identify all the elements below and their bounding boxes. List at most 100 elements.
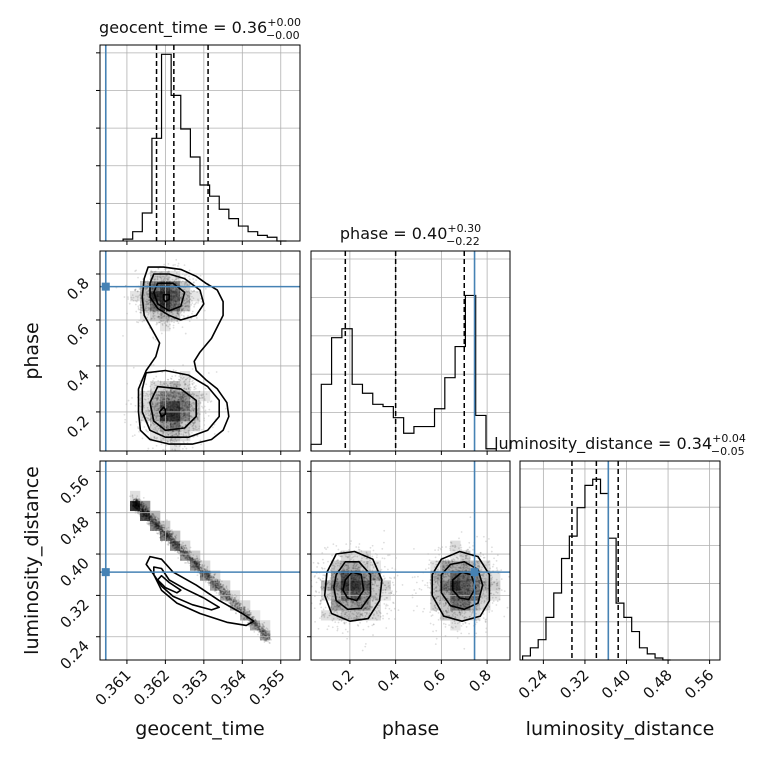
pair-geocent_time-luminosity_distance-sample-point (172, 538, 175, 541)
pair-geocent_time-phase-sample-point (177, 418, 180, 421)
pair-geocent_time-phase-sample-point (191, 312, 193, 315)
pair-geocent_time-phase-sample-point (147, 284, 149, 287)
pair-geocent_time-phase-sample-point (188, 426, 191, 429)
pair-geocent_time-luminosity_distance-sample-point (154, 521, 156, 524)
pair-geocent_time-luminosity_distance-sample-point (198, 567, 200, 570)
pair-geocent_time-phase-sample-point (182, 381, 185, 383)
pair-geocent_time-luminosity_distance-sample-point (152, 524, 154, 527)
pair-geocent_time-phase-sample-point (156, 293, 159, 296)
pair-geocent_time-luminosity_distance-sample-point (151, 520, 154, 522)
pair-geocent_time-luminosity_distance-sample-point (157, 524, 160, 527)
pair-geocent_time-luminosity_distance-sample-point (191, 561, 194, 564)
pair-geocent_time-luminosity_distance-sample-point (243, 610, 246, 613)
pair-geocent_time-phase-sample-point (177, 284, 180, 287)
pair-geocent_time-phase-sample-point (168, 405, 171, 408)
pair-geocent_time-luminosity_distance-sample-point (248, 619, 250, 622)
pair-geocent_time-phase-sample-point (192, 393, 195, 396)
pair-geocent_time-phase-sample-point (166, 440, 169, 443)
pair-geocent_time-luminosity_distance-sample-point (166, 535, 169, 538)
pair-geocent_time-phase-sample-point (161, 401, 164, 404)
pair-geocent_time-phase-sample-point (149, 303, 152, 306)
pair-geocent_time-phase-sample-point (169, 389, 172, 392)
pair-geocent_time-phase-sample-point (167, 277, 170, 280)
pair-geocent_time-phase-sample-point (159, 288, 162, 291)
pair-geocent_time-luminosity_distance-sample-point (158, 521, 161, 524)
pair-geocent_time-phase-sample-point (177, 400, 180, 403)
pair-geocent_time-luminosity_distance-sample-point (141, 506, 143, 508)
pair-geocent_time-luminosity_distance-sample-point (244, 606, 246, 608)
pair-geocent_time-luminosity_distance-sample-point (210, 576, 213, 579)
pair-geocent_time-luminosity_distance-sample-point (169, 533, 172, 536)
pair-geocent_time-luminosity_distance-sample-point (199, 566, 202, 569)
pair-geocent_time-phase-sample-point (167, 397, 170, 400)
pair-geocent_time-luminosity_distance-sample-point (217, 579, 220, 582)
pair-geocent_time-luminosity_distance-sample-point (155, 523, 157, 526)
pair-geocent_time-phase-sample-point (148, 414, 151, 417)
pair-geocent_time-phase-sample-point (170, 394, 173, 397)
pair-geocent_time-luminosity_distance-sample-point (196, 563, 198, 565)
pair-geocent_time-luminosity_distance-sample-point (218, 589, 221, 592)
pair-geocent_time-luminosity_distance-sample-point (141, 510, 143, 512)
pair-geocent_time-luminosity_distance-sample-point (194, 563, 196, 565)
pair-geocent_time-luminosity_distance-density-cell (180, 550, 191, 561)
pair-geocent_time-luminosity_distance-sample-point (138, 502, 141, 504)
pair-geocent_time-luminosity_distance-sample-point (262, 630, 264, 633)
pair-geocent_time-luminosity_distance-sample-point (144, 515, 146, 518)
pair-geocent_time-luminosity_distance-sample-point (242, 611, 245, 613)
pair-geocent_time-phase-sample-point (180, 397, 183, 400)
pair-geocent_time-luminosity_distance-sample-point (231, 595, 234, 598)
pair-geocent_time-phase-sample-point (173, 401, 176, 403)
pair-geocent_time-phase-sample-point (193, 382, 195, 384)
pair-geocent_time-luminosity_distance-sample-point (219, 584, 222, 586)
pair-geocent_time-luminosity_distance-sample-point (204, 576, 207, 579)
pair-geocent_time-phase-sample-point (167, 415, 170, 418)
pair-geocent_time-phase-sample-point (160, 417, 162, 420)
pair-geocent_time-luminosity_distance-sample-point (179, 550, 182, 553)
pair-geocent_time-luminosity_distance-sample-point (213, 582, 216, 585)
pair-geocent_time-luminosity_distance-sample-point (177, 552, 180, 554)
pair-geocent_time-luminosity_distance-sample-point (224, 596, 227, 599)
pair-geocent_time-luminosity_distance-sample-point (197, 566, 200, 569)
pair-geocent_time-phase-sample-point (184, 414, 187, 417)
pair-geocent_time-luminosity_distance-sample-point (252, 617, 254, 620)
pair-geocent_time-luminosity_distance-sample-point (215, 584, 218, 587)
pair-geocent_time-luminosity_distance-sample-point (175, 537, 177, 539)
pair-geocent_time-luminosity_distance-sample-point (136, 501, 139, 503)
pair-geocent_time-luminosity_distance-sample-point (195, 561, 197, 563)
pair-geocent_time-phase-sample-point (207, 414, 210, 417)
pair-geocent_time-phase-sample-point (172, 305, 175, 308)
pair-geocent_time-phase-sample-point (175, 289, 178, 292)
pair-geocent_time-phase-sample-point (151, 296, 154, 298)
pair-geocent_time-luminosity_distance-sample-point (168, 536, 171, 538)
pair-geocent_time-phase-sample-point (188, 403, 191, 405)
pair-geocent_time-luminosity_distance-sample-point (165, 539, 168, 542)
pair-geocent_time-phase-sample-point (174, 375, 177, 377)
pair-geocent_time-luminosity_distance-sample-point (150, 524, 152, 527)
pair-geocent_time-luminosity_distance-sample-point (172, 539, 175, 542)
pair-geocent_time-luminosity_distance-sample-point (143, 514, 145, 516)
pair-geocent_time-luminosity_distance-sample-point (208, 574, 211, 577)
pair-geocent_time-luminosity_distance-sample-point (211, 586, 214, 589)
pair-geocent_time-phase-density-cell (190, 391, 201, 402)
pair-geocent_time-luminosity_distance-sample-point (156, 519, 159, 522)
pair-geocent_time-phase-sample-point (168, 413, 171, 415)
pair-geocent_time-luminosity_distance-sample-point (153, 519, 156, 521)
pair-geocent_time-luminosity_distance-sample-point (132, 500, 135, 503)
pair-geocent_time-luminosity_distance-sample-point (170, 538, 173, 541)
pair-geocent_time-phase-sample-point (182, 399, 184, 402)
pair-geocent_time-luminosity_distance-sample-point (146, 515, 149, 518)
pair-geocent_time-luminosity_distance-sample-point (254, 623, 256, 625)
pair-geocent_time-luminosity_distance-sample-point (168, 532, 171, 535)
pair-geocent_time-luminosity_distance-sample-point (180, 550, 183, 553)
pair-geocent_time-luminosity_distance-sample-point (253, 621, 256, 624)
pair-geocent_time-luminosity_distance-sample-point (179, 551, 182, 554)
pair-geocent_time-phase-sample-point (171, 430, 174, 432)
pair-geocent_time-luminosity_distance-sample-point (221, 585, 223, 588)
pair-geocent_time-luminosity_distance-sample-point (143, 504, 146, 507)
pair-geocent_time-luminosity_distance-sample-point (217, 581, 220, 583)
pair-geocent_time-luminosity_distance-sample-point (232, 600, 235, 603)
pair-geocent_time-luminosity_distance-sample-point (255, 627, 257, 629)
pair-geocent_time-luminosity_distance-sample-point (157, 524, 160, 527)
pair-geocent_time-phase-sample-point (169, 306, 172, 309)
pair-geocent_time-luminosity_distance-sample-point (153, 524, 156, 526)
